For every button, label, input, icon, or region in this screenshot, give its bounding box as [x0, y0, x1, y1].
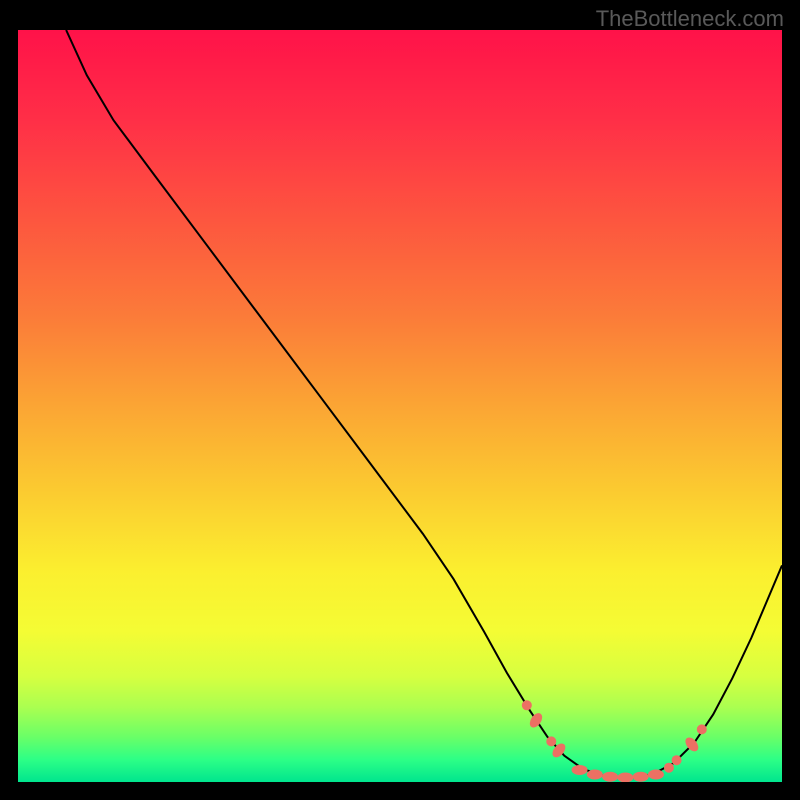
watermark-text: TheBottleneck.com — [596, 6, 784, 32]
marker — [633, 772, 649, 782]
marker — [697, 724, 707, 734]
marker — [572, 765, 588, 775]
marker — [648, 769, 664, 779]
marker — [522, 700, 532, 710]
marker — [664, 763, 674, 773]
marker — [672, 755, 682, 765]
marker — [587, 769, 603, 779]
gradient-bg — [18, 30, 782, 782]
marker — [602, 772, 618, 782]
chart-svg — [18, 30, 782, 782]
chart-plot — [18, 30, 782, 782]
marker — [546, 736, 556, 746]
